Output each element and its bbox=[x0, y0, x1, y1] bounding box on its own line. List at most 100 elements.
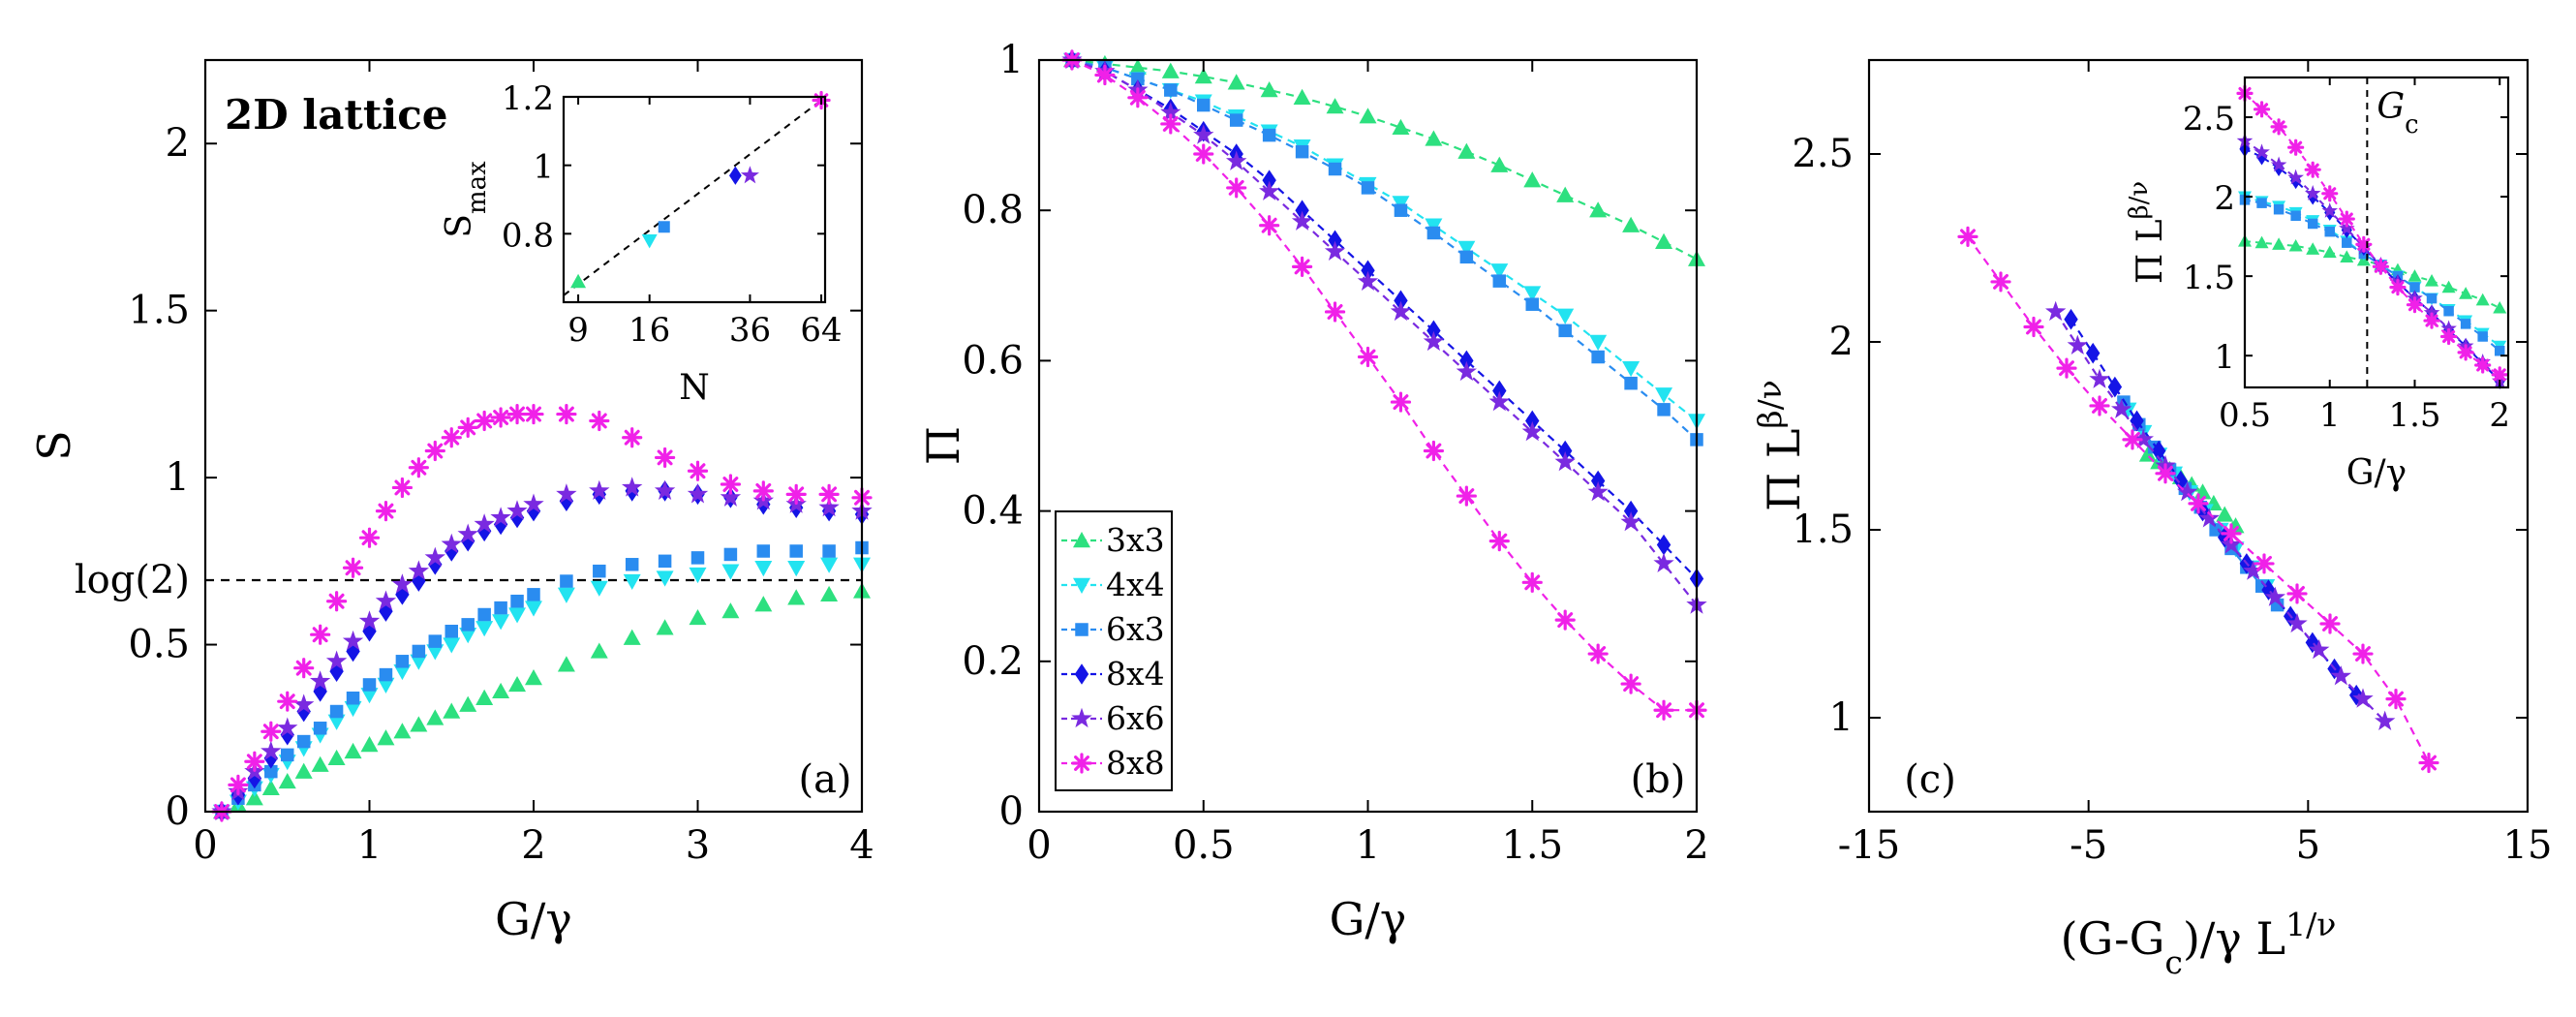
data-point bbox=[342, 557, 364, 578]
data-point bbox=[658, 554, 672, 569]
legend-box bbox=[1055, 510, 1173, 791]
data-point bbox=[1657, 403, 1671, 416]
data-point bbox=[344, 700, 362, 718]
data-point bbox=[2132, 428, 2154, 448]
data-point bbox=[477, 607, 491, 622]
inset-data-point bbox=[2409, 282, 2420, 293]
data-point-stroke bbox=[2388, 691, 2404, 707]
data-point-stroke bbox=[821, 486, 838, 503]
data-point bbox=[492, 614, 510, 631]
data-point bbox=[1193, 124, 1214, 144]
data-point-stroke bbox=[328, 593, 345, 609]
data-point-stroke bbox=[1162, 115, 1179, 132]
panel-label: (b) bbox=[1631, 757, 1686, 802]
data-point bbox=[1459, 350, 1474, 372]
data-point bbox=[2352, 688, 2374, 708]
inset-c-xtick-label: 0.5 bbox=[2219, 396, 2271, 435]
data-point bbox=[1492, 380, 1507, 402]
data-point bbox=[461, 618, 475, 632]
legend-entry-8x4: 8x4 bbox=[1061, 655, 1165, 693]
inset-a-xtick-label: 9 bbox=[567, 311, 589, 350]
x-axis-label: G/γ bbox=[495, 893, 572, 945]
data-point bbox=[752, 480, 774, 502]
data-point-stroke bbox=[1656, 702, 1672, 719]
data-point-stroke bbox=[788, 486, 805, 503]
data-point bbox=[1328, 230, 1342, 252]
data-point bbox=[556, 403, 577, 425]
inset-data-point-stroke bbox=[2323, 187, 2337, 200]
data-point-stroke bbox=[2158, 465, 2173, 481]
data-point bbox=[1259, 180, 1280, 200]
inset-data-point bbox=[2324, 226, 2335, 237]
data-point bbox=[2198, 508, 2220, 528]
data-point bbox=[1394, 290, 1408, 312]
data-point bbox=[820, 585, 839, 602]
inset-c-xtick-label: 1.5 bbox=[2388, 396, 2440, 435]
a-ytick-label: 0.5 bbox=[128, 623, 190, 667]
data-point bbox=[509, 507, 525, 529]
data-point-stroke bbox=[230, 777, 246, 793]
inset-data-point bbox=[2290, 210, 2301, 222]
data-point bbox=[457, 523, 478, 543]
data-point bbox=[428, 634, 443, 648]
legend-label: 8x4 bbox=[1106, 655, 1165, 693]
data-point-stroke bbox=[1294, 259, 1310, 275]
data-point bbox=[1525, 410, 1540, 432]
data-point-stroke bbox=[2256, 555, 2272, 571]
data-point bbox=[475, 689, 494, 705]
data-point bbox=[294, 762, 313, 779]
b-ytick-label: 0.8 bbox=[962, 188, 1024, 232]
inset-data-point bbox=[2254, 143, 2270, 160]
data-point bbox=[689, 567, 707, 584]
data-point bbox=[689, 608, 707, 626]
data-point bbox=[1194, 68, 1212, 84]
inset-axes-c bbox=[2243, 76, 2510, 389]
inset-background bbox=[564, 97, 825, 302]
inset-data-point bbox=[2475, 293, 2490, 306]
y-axis-label: Π bbox=[917, 426, 969, 465]
inset-data-point bbox=[2493, 300, 2507, 314]
data-point bbox=[410, 654, 428, 670]
inset-c-ytick-label: 1.5 bbox=[2183, 259, 2235, 297]
data-point bbox=[244, 751, 265, 772]
data-point bbox=[2107, 376, 2123, 398]
inset-point-3x3 bbox=[570, 273, 587, 289]
data-point bbox=[379, 601, 393, 622]
data-point-stroke bbox=[755, 482, 772, 499]
inset-c-xtick-label: 1 bbox=[2319, 396, 2341, 435]
b-xtick-label: 2 bbox=[1684, 823, 1708, 868]
a-xtick-label: 4 bbox=[849, 823, 874, 868]
inset-data-point bbox=[2494, 346, 2505, 356]
data-point bbox=[293, 693, 315, 714]
data-point bbox=[441, 533, 462, 554]
data-point bbox=[2086, 342, 2101, 364]
data-point bbox=[1262, 170, 1276, 191]
data-point bbox=[1359, 108, 1377, 124]
series-4x4 bbox=[212, 557, 871, 820]
data-point bbox=[720, 486, 742, 507]
data-point bbox=[559, 490, 574, 512]
data-point bbox=[656, 619, 674, 635]
c-ytick-label: 1 bbox=[1829, 695, 1854, 740]
inset-series-8x8 bbox=[2236, 84, 2508, 384]
series-6x6 bbox=[211, 477, 873, 821]
data-point bbox=[375, 590, 397, 610]
data-point bbox=[342, 630, 364, 651]
data-point bbox=[557, 587, 575, 603]
inset-y-label: Smax bbox=[440, 161, 492, 238]
data-point bbox=[1357, 270, 1379, 291]
data-point bbox=[228, 774, 249, 796]
data-point bbox=[1525, 297, 1539, 311]
data-point-stroke bbox=[1590, 646, 1607, 663]
inset-data-point-stroke bbox=[2391, 281, 2405, 294]
data-point bbox=[1492, 274, 1507, 288]
inset-data-point bbox=[2423, 304, 2440, 320]
data-point bbox=[2188, 493, 2209, 514]
c-ytick-label: 2 bbox=[1829, 320, 1854, 364]
inset-data-point bbox=[2459, 287, 2473, 299]
legend-entry-6x3: 6x3 bbox=[1061, 610, 1165, 648]
data-point bbox=[443, 702, 461, 719]
inset-data-point bbox=[2253, 101, 2271, 118]
data-point bbox=[2418, 752, 2439, 774]
data-point bbox=[426, 709, 445, 725]
